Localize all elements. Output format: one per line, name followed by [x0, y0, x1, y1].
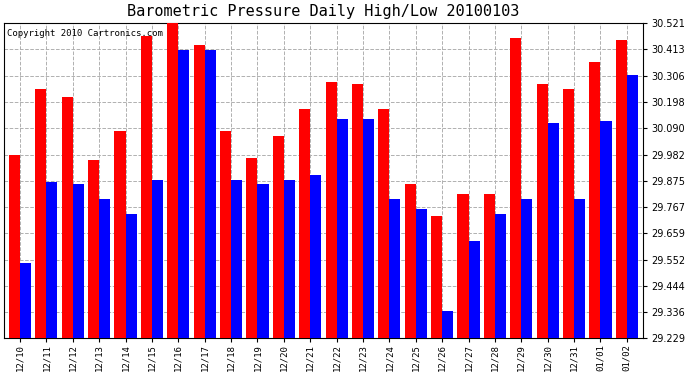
- Bar: [178, 50, 189, 338]
- Bar: [35, 89, 46, 338]
- Bar: [205, 50, 216, 338]
- Bar: [389, 199, 400, 338]
- Bar: [495, 214, 506, 338]
- Bar: [484, 194, 495, 338]
- Bar: [167, 23, 178, 338]
- Text: Copyright 2010 Cartronics.com: Copyright 2010 Cartronics.com: [8, 29, 164, 38]
- Bar: [589, 62, 600, 338]
- Bar: [20, 262, 31, 338]
- Bar: [141, 36, 152, 338]
- Bar: [457, 194, 469, 338]
- Bar: [405, 184, 416, 338]
- Bar: [378, 109, 389, 338]
- Bar: [615, 40, 627, 338]
- Bar: [537, 84, 548, 338]
- Bar: [352, 84, 363, 338]
- Bar: [126, 214, 137, 338]
- Bar: [310, 175, 322, 338]
- Bar: [231, 180, 242, 338]
- Bar: [442, 311, 453, 338]
- Bar: [152, 180, 163, 338]
- Bar: [61, 97, 72, 338]
- Bar: [548, 123, 559, 338]
- Bar: [194, 45, 205, 338]
- Bar: [600, 121, 611, 338]
- Bar: [627, 75, 638, 338]
- Bar: [284, 180, 295, 338]
- Bar: [522, 199, 533, 338]
- Bar: [416, 209, 427, 338]
- Bar: [220, 131, 231, 338]
- Bar: [273, 136, 284, 338]
- Bar: [326, 82, 337, 338]
- Bar: [563, 89, 574, 338]
- Bar: [88, 160, 99, 338]
- Bar: [9, 155, 20, 338]
- Title: Barometric Pressure Daily High/Low 20100103: Barometric Pressure Daily High/Low 20100…: [127, 4, 520, 19]
- Bar: [510, 38, 522, 338]
- Bar: [257, 184, 268, 338]
- Bar: [299, 109, 310, 338]
- Bar: [574, 199, 585, 338]
- Bar: [431, 216, 442, 338]
- Bar: [246, 158, 257, 338]
- Bar: [46, 182, 57, 338]
- Bar: [337, 118, 348, 338]
- Bar: [363, 118, 374, 338]
- Bar: [469, 240, 480, 338]
- Bar: [99, 199, 110, 338]
- Bar: [115, 131, 126, 338]
- Bar: [72, 184, 84, 338]
